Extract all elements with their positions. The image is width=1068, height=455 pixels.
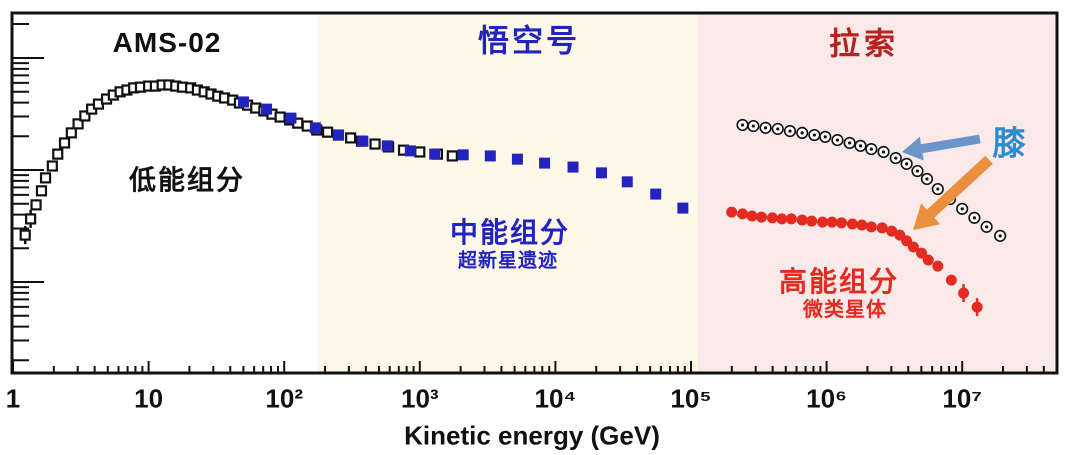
x-tick-label-10: 10 — [134, 383, 164, 414]
knee-arrow-blue — [902, 134, 981, 161]
label-knee: 膝 — [992, 124, 1026, 162]
x-tick-label-10⁶: 10⁶ — [806, 383, 848, 414]
region-title-wukong: 悟空号 — [478, 23, 580, 59]
region-band-lhaaso — [697, 13, 1057, 373]
region-band-ams-02 — [13, 13, 319, 373]
label-high-energy-component: 高能组分 — [778, 266, 900, 297]
x-tick-label-10³: 10³ — [401, 383, 439, 414]
series-1-markers — [238, 96, 689, 214]
x-tick-label-10⁴: 10⁴ — [534, 383, 577, 414]
x-tick-label-1: 1 — [5, 383, 21, 414]
x-tick-label-10²: 10² — [265, 383, 303, 414]
x-axis-title: Kinetic energy (GeV) — [404, 420, 660, 451]
x-tick-label-10⁵: 10⁵ — [670, 383, 712, 414]
label-supernova-remnant: 超新星遗迹 — [457, 250, 559, 272]
region-title-ams02: AMS-02 — [112, 27, 222, 58]
plot-frame — [10, 11, 1059, 375]
x-tick-label-10⁷: 10⁷ — [942, 383, 983, 414]
label-microquasar: 微类星体 — [803, 299, 887, 321]
region-band-dampe — [318, 13, 698, 373]
series-2-markers — [726, 206, 983, 317]
region-title-lhaaso: 拉索 — [829, 26, 899, 62]
knee-arrow-orange — [913, 155, 993, 231]
label-medium-energy-component: 中能组分 — [449, 217, 571, 248]
y-axis-ticks — [12, 23, 44, 362]
label-low-energy-component: 低能组分 — [129, 165, 245, 196]
